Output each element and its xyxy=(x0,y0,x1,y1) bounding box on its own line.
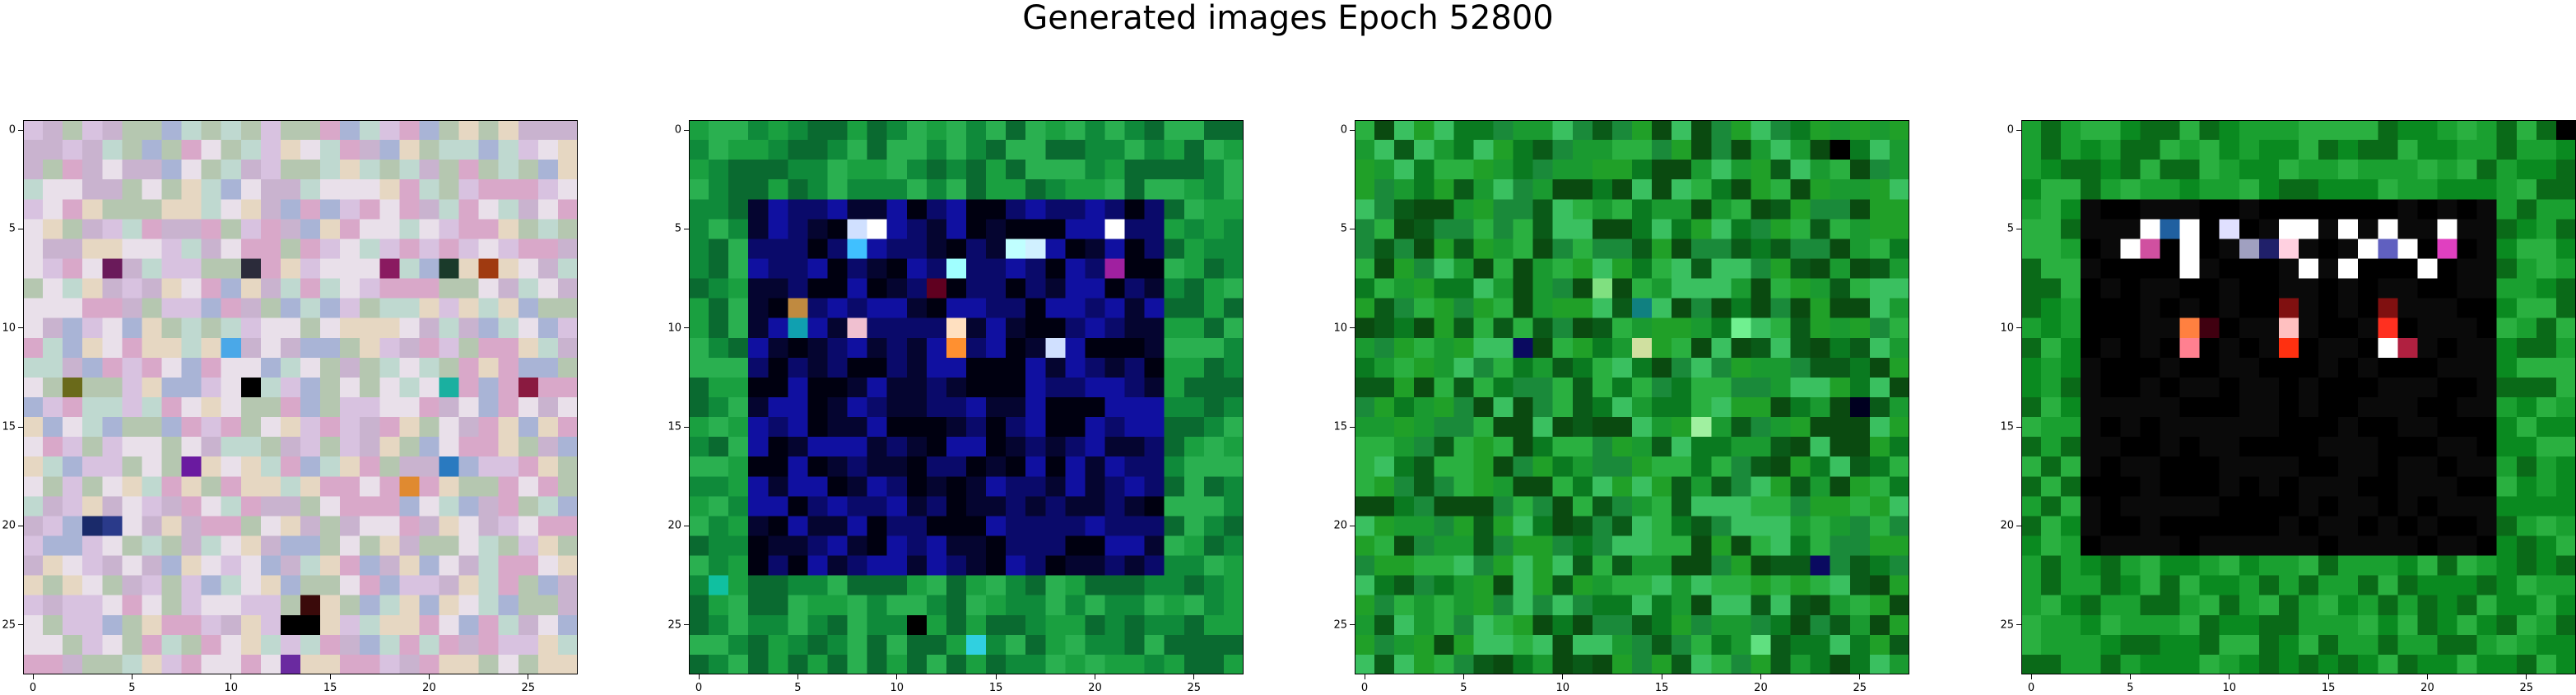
y-tick-label: 10 xyxy=(2,322,16,335)
y-tick-label: 5 xyxy=(2006,222,2014,235)
x-tick-label: 5 xyxy=(2127,682,2134,694)
x-tick-label: 0 xyxy=(29,682,37,694)
y-tick-label: 15 xyxy=(667,420,681,433)
y-tick-label: 0 xyxy=(1340,123,1347,137)
y-tick-mark xyxy=(1350,129,1355,131)
x-tick-label: 10 xyxy=(1555,682,1570,694)
x-tick-mark xyxy=(2129,674,2131,679)
x-tick-mark xyxy=(2229,674,2230,679)
y-tick-mark xyxy=(2016,426,2021,428)
y-tick-mark xyxy=(18,129,23,131)
x-tick-label: 25 xyxy=(1853,682,1867,694)
x-tick-mark xyxy=(1562,674,1564,679)
x-tick-label: 0 xyxy=(695,682,703,694)
x-tick-label: 10 xyxy=(2222,682,2237,694)
x-tick-label: 10 xyxy=(224,682,239,694)
y-tick-label: 5 xyxy=(8,222,16,235)
x-tick-label: 20 xyxy=(2420,682,2434,694)
x-tick-mark xyxy=(131,674,133,679)
y-tick-label: 0 xyxy=(8,123,16,137)
y-tick-label: 10 xyxy=(2000,322,2014,335)
x-tick-mark xyxy=(329,674,331,679)
axes-frame xyxy=(1355,120,1909,674)
x-tick-label: 25 xyxy=(521,682,536,694)
generated-image-2 xyxy=(689,120,1244,674)
y-tick-mark xyxy=(18,327,23,329)
y-tick-mark xyxy=(18,426,23,428)
y-tick-label: 20 xyxy=(1333,519,1347,532)
x-tick-mark xyxy=(230,674,232,679)
x-tick-mark xyxy=(1193,674,1195,679)
y-tick-label: 5 xyxy=(674,222,681,235)
y-tick-mark xyxy=(684,129,689,131)
x-tick-mark xyxy=(2526,674,2527,679)
y-tick-label: 0 xyxy=(674,123,681,137)
y-tick-mark xyxy=(684,426,689,428)
x-tick-mark xyxy=(428,674,430,679)
axes-frame xyxy=(23,120,578,674)
image-panel-2: 0 5 10 15 20 25 0 5 10 15 20 25 xyxy=(667,120,1244,694)
y-tick-label: 25 xyxy=(1333,619,1347,632)
y-tick-label: 20 xyxy=(2,519,16,532)
x-tick-label: 15 xyxy=(323,682,337,694)
y-tick-mark xyxy=(2016,129,2021,131)
x-tick-label: 20 xyxy=(1754,682,1768,694)
x-tick-mark xyxy=(1760,674,1761,679)
x-tick-label: 15 xyxy=(988,682,1003,694)
x-tick-label: 25 xyxy=(1187,682,1202,694)
figure-title: Generated images Epoch 52800 xyxy=(1022,0,1554,37)
image-panel-3: 0 5 10 15 20 25 0 5 10 15 20 25 xyxy=(1333,120,1909,694)
generated-image-1 xyxy=(23,120,578,674)
y-tick-mark xyxy=(1350,624,1355,626)
x-tick-mark xyxy=(1462,674,1464,679)
x-tick-label: 25 xyxy=(2519,682,2534,694)
x-tick-mark xyxy=(2030,674,2032,679)
y-tick-mark xyxy=(1350,327,1355,329)
x-tick-label: 0 xyxy=(1360,682,1369,694)
x-tick-mark xyxy=(797,674,798,679)
x-tick-label: 15 xyxy=(1654,682,1669,694)
image-panel-4: 0 5 10 15 20 25 0 5 10 15 20 25 xyxy=(2000,120,2576,694)
y-tick-label: 15 xyxy=(1333,420,1347,433)
x-tick-mark xyxy=(1859,674,1861,679)
x-tick-mark xyxy=(2327,674,2329,679)
x-tick-label: 10 xyxy=(890,682,904,694)
x-tick-mark xyxy=(896,674,898,679)
y-tick-mark xyxy=(18,624,23,626)
x-tick-label: 5 xyxy=(794,682,802,694)
x-tick-mark xyxy=(995,674,997,679)
y-tick-label: 25 xyxy=(2000,619,2014,632)
y-tick-label: 10 xyxy=(667,322,681,335)
x-tick-label: 0 xyxy=(2027,682,2035,694)
image-panel-1: 0 5 10 15 20 25 0 5 10 15 20 25 xyxy=(2,120,578,694)
y-tick-label: 20 xyxy=(2000,519,2014,532)
y-tick-mark xyxy=(2016,624,2021,626)
y-tick-label: 15 xyxy=(2,420,16,433)
x-tick-label: 5 xyxy=(1460,682,1467,694)
x-tick-mark xyxy=(2426,674,2428,679)
x-tick-mark xyxy=(32,674,34,679)
axes-frame xyxy=(689,120,1244,674)
x-tick-label: 20 xyxy=(422,682,436,694)
y-tick-label: 25 xyxy=(2,619,16,632)
y-tick-label: 10 xyxy=(1333,322,1347,335)
y-tick-label: 25 xyxy=(667,619,681,632)
y-tick-mark xyxy=(2016,327,2021,329)
y-tick-label: 5 xyxy=(1340,222,1347,235)
x-tick-label: 20 xyxy=(1088,682,1102,694)
x-tick-label: 5 xyxy=(128,682,136,694)
x-tick-label: 15 xyxy=(2321,682,2336,694)
axes-frame xyxy=(2021,120,2576,674)
y-tick-label: 15 xyxy=(2000,420,2014,433)
y-tick-mark xyxy=(1350,426,1355,428)
y-tick-label: 0 xyxy=(2006,123,2014,137)
y-tick-mark xyxy=(684,327,689,329)
y-tick-label: 20 xyxy=(667,519,681,532)
generated-image-4 xyxy=(2021,120,2576,674)
generated-image-3 xyxy=(1355,120,1909,674)
y-tick-mark xyxy=(684,624,689,626)
x-tick-mark xyxy=(698,674,700,679)
